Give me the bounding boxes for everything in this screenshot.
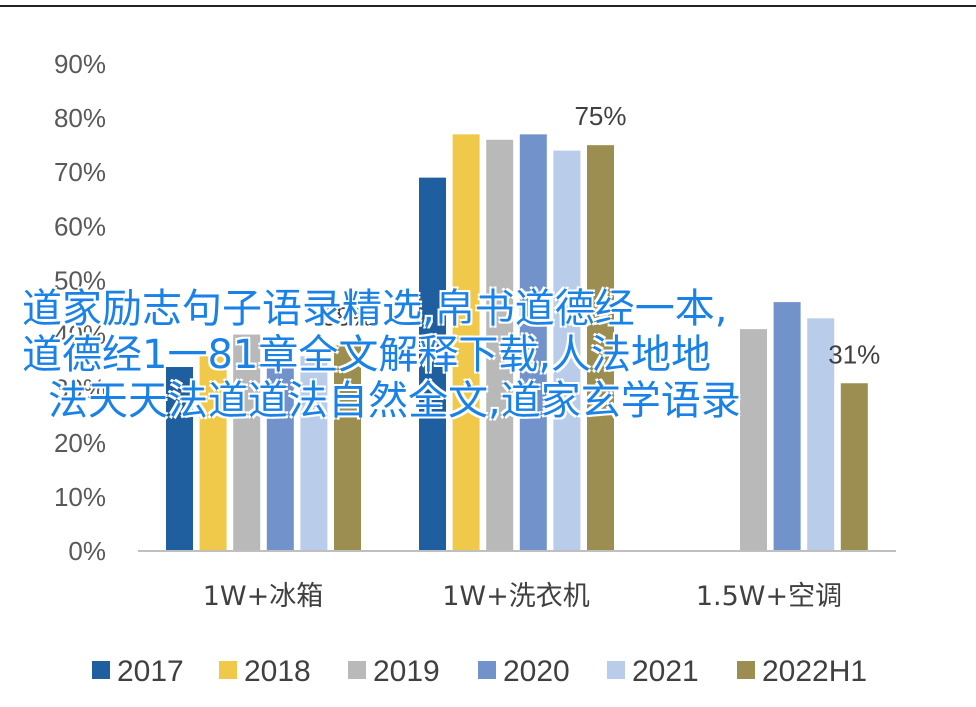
bar-2022H1-0 [334, 345, 361, 551]
legend: 2017 2018 2019 2020 2021 2022H1 [92, 655, 867, 688]
overlay-line-2: 道德经1一81章全文解释下载,人法地地 [22, 332, 712, 378]
y-tick-label: 70% [54, 157, 106, 187]
data-label: 31% [828, 339, 880, 369]
overlay-line-3: 法天天法道道法自然全文,道家玄学语录 [48, 378, 741, 424]
x-axis-labels: 1W+冰箱 1W+洗衣机 1.5W+空调 [203, 581, 842, 612]
bar-2017-0 [166, 367, 193, 551]
overlay-line-1: 道家励志句子语录精选,帛书道德经一本, [22, 286, 728, 332]
x-category-label: 1W+冰箱 [203, 581, 324, 612]
x-category-label: 1.5W+空调 [696, 581, 842, 612]
legend-swatch-2019 [348, 661, 366, 679]
y-tick-label: 90% [54, 49, 106, 79]
top-border [0, 5, 976, 7]
bar-2019-1 [486, 139, 514, 551]
legend-label-2019: 2019 [373, 655, 440, 688]
y-tick-label: 0% [68, 536, 106, 566]
y-tick-label: 80% [54, 103, 106, 133]
bar-2019-2 [740, 329, 767, 551]
data-labels: 38% 75% 31% [321, 101, 880, 369]
legend-label-2020: 2020 [503, 655, 570, 688]
bars-group [166, 134, 868, 552]
bar-2021-1 [553, 150, 581, 552]
bar-2018-0 [199, 356, 227, 551]
legend-swatch-2018 [219, 661, 237, 679]
legend-label-2022H1: 2022H1 [762, 655, 867, 688]
data-label: 38% [321, 301, 373, 331]
legend-label-2018: 2018 [244, 655, 311, 688]
y-tick-label: 40% [54, 320, 106, 350]
legend-swatch-2022H1 [737, 661, 755, 679]
bar-2019-0 [233, 334, 261, 551]
legend-label-2021: 2021 [632, 655, 699, 688]
bar-2020-1 [519, 134, 547, 551]
y-axis: 0% 10% 20% 30% 40% 50% 60% 70% 80% 90% [54, 49, 106, 566]
bar-2022H1-1 [587, 145, 614, 551]
x-category-label: 1W+洗衣机 [442, 581, 590, 612]
legend-swatch-2021 [607, 661, 625, 679]
y-tick-label: 30% [54, 374, 106, 404]
legend-label-2017: 2017 [117, 655, 184, 688]
bar-2020-0 [266, 350, 294, 551]
y-tick-label: 60% [54, 211, 106, 241]
y-tick-label: 10% [54, 482, 106, 512]
bar-2017-1 [419, 177, 446, 551]
bar-2018-1 [452, 134, 480, 551]
watermark-overlay-text: 道家励志句子语录精选,帛书道德经一本, 道德经1一81章全文解释下载,人法地地 … [22, 286, 952, 424]
y-tick-label: 20% [54, 428, 106, 458]
bar-2022H1-2 [840, 383, 868, 551]
legend-swatch-2020 [478, 661, 496, 679]
bar-2021-0 [300, 356, 328, 551]
bar-2021-2 [807, 318, 835, 551]
bar-2020-2 [773, 302, 801, 551]
y-tick-label: 50% [54, 265, 106, 295]
data-label: 75% [574, 101, 626, 131]
legend-swatch-2017 [92, 661, 110, 679]
